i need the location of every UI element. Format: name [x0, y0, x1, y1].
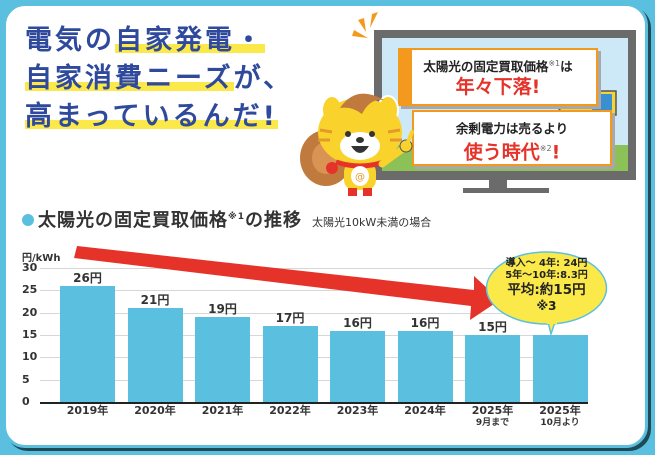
y-tick: 10 — [22, 350, 38, 363]
tv-stand-base — [463, 188, 549, 193]
bar-value-label: 21円 — [140, 293, 170, 308]
x-label-main: 2024年 — [404, 404, 446, 417]
x-axis-line — [40, 402, 588, 404]
bar — [330, 330, 385, 402]
squirrel-mascot-icon: @ — [300, 93, 414, 196]
chart-subtitle: 太陽光10kW未満の場合 — [312, 216, 432, 229]
bubble-line-4: ※3 — [536, 299, 557, 313]
headline: 電気の自家発電・ 自家消費ニーズが、 高まっているんだ! — [25, 22, 293, 136]
bar-value-label: 26円 — [73, 270, 102, 285]
x-axis-label: 2021年 — [188, 405, 258, 417]
x-label-main: 2023年 — [336, 404, 379, 417]
bubble-line-1: 導入〜 4年: 24円 — [505, 258, 588, 269]
chart-title: 太陽光の固定買取価格※1の推移 太陽光10kW未満の場合 — [22, 206, 431, 232]
bar — [262, 326, 318, 402]
x-label-main: 2025年 — [539, 404, 581, 417]
chart-title-text: 太陽光の固定買取価格※1の推移 — [38, 210, 303, 231]
bar — [60, 285, 115, 402]
bar-value-label: 17円 — [275, 311, 305, 326]
average-price-bubble — [485, 251, 608, 337]
x-label-sub: 9月まで — [475, 418, 510, 428]
bar — [195, 317, 250, 402]
svg-text:@: @ — [355, 172, 365, 183]
sunburst-accent-icon — [352, 12, 378, 38]
x-axis-label: 2025年 10月より — [525, 405, 595, 429]
x-label-main: 2019年 — [66, 404, 109, 417]
x-axis-label: 2020年 — [120, 405, 190, 417]
headline-line-3: 高まっているんだ! — [25, 101, 278, 132]
headline-line-2: 自家消費ニーズが、 — [25, 63, 294, 94]
bar-value-label: 16円 — [410, 315, 440, 330]
bar-value-label: 16円 — [343, 315, 372, 330]
y-tick: 25 — [22, 283, 38, 296]
self-consumption-panel: 余剰電力は売るより 使う時代※2! — [412, 110, 612, 166]
panel1-headline: 年々下落! — [455, 76, 541, 98]
x-axis-label: 2024年 — [390, 405, 460, 417]
bubble-line-2: 5年〜10年:8.3円 — [505, 270, 588, 281]
y-tick: 5 — [22, 373, 30, 386]
x-label-main: 2025年 — [471, 404, 514, 417]
y-tick: 0 — [22, 395, 30, 408]
price-drop-panel: 太陽光の固定買取価格※1は 年々下落! — [398, 48, 598, 106]
y-tick: 15 — [22, 328, 38, 341]
bullet-dot-icon — [22, 214, 34, 226]
x-axis-label: 2023年 — [323, 405, 393, 417]
panel1-caption: 太陽光の固定買取価格※1は — [423, 58, 573, 74]
panel2-caption: 余剰電力は売るより — [455, 121, 569, 136]
bar-value-label: 19円 — [208, 302, 237, 317]
x-label-main: 2021年 — [201, 404, 244, 417]
y-tick: 30 — [22, 261, 38, 274]
x-label-main: 2020年 — [134, 404, 176, 417]
x-axis-label: 2019年 — [53, 405, 123, 417]
x-axis-label: 2025年 9月まで — [458, 405, 528, 429]
x-label-sub: 10月より — [540, 418, 580, 428]
headline-line-1: 電気の自家発電・ — [25, 25, 265, 56]
x-axis-label: 2022年 — [255, 405, 325, 417]
panel2-headline: 使う時代※2! — [463, 141, 561, 164]
bar-value-label: 15円 — [478, 320, 507, 334]
bubble-text: 導入〜 4年: 24円 5年〜10年:8.3円 平均:約15円 ※3 — [485, 258, 608, 313]
bar — [397, 330, 453, 402]
y-tick: 20 — [22, 306, 38, 319]
bubble-line-3: 平均:約15円 — [507, 282, 586, 298]
x-label-main: 2022年 — [269, 404, 311, 417]
bar — [532, 335, 588, 402]
bar — [127, 308, 183, 402]
y-axis-unit: 円/kWh — [22, 253, 61, 264]
bar — [465, 335, 520, 402]
panel-stripe — [400, 50, 412, 104]
